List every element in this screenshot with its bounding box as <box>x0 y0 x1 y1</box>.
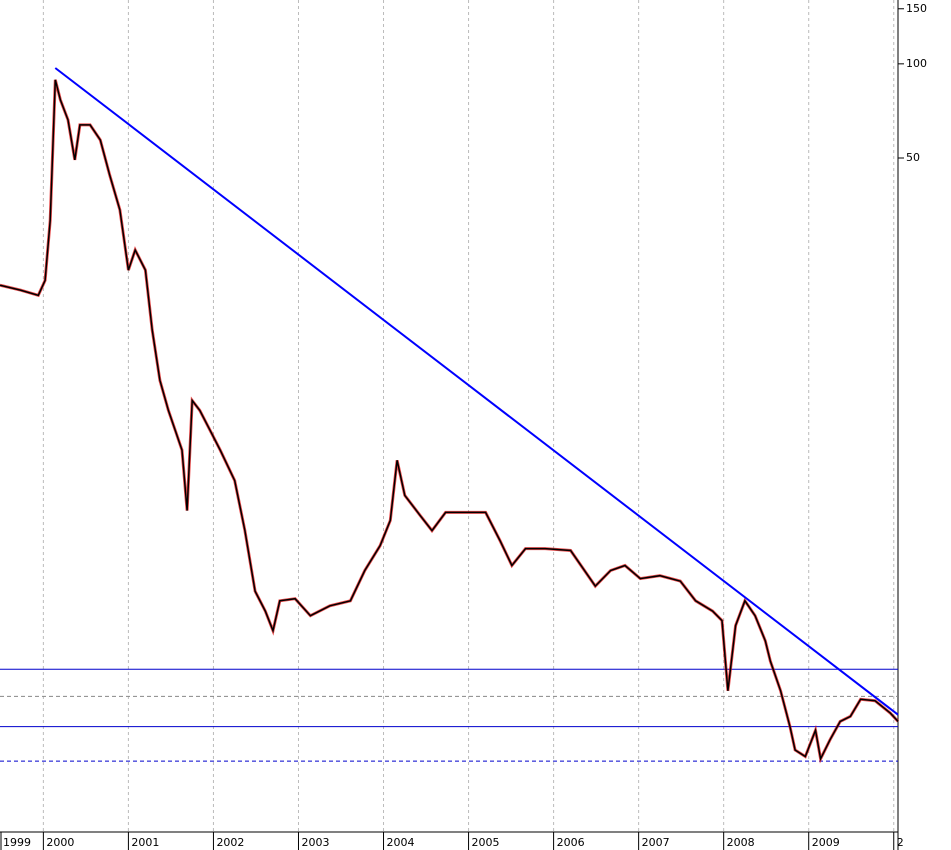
x-tick-label: 2004 <box>387 836 415 849</box>
x-tick-label: 1999 <box>3 836 31 849</box>
x-tick-label: 2003 <box>301 836 329 849</box>
x-tick-label: 2005 <box>472 836 500 849</box>
price-line-shadow <box>0 79 900 764</box>
x-tick-label: 2007 <box>642 836 670 849</box>
y-tick-label: 150 <box>906 2 927 15</box>
x-tick-label: 2 <box>897 836 904 849</box>
x-tick-label: 2009 <box>812 836 840 849</box>
x-tick-label: 2001 <box>131 836 159 849</box>
y-tick-label: 100 <box>906 57 927 70</box>
trend-line <box>54 67 899 716</box>
x-tick-label: 2002 <box>216 836 244 849</box>
x-tick-label: 2008 <box>727 836 755 849</box>
y-tick-label: 50 <box>906 151 920 164</box>
x-tick-label: 2000 <box>46 836 74 849</box>
price-line <box>0 79 899 762</box>
x-tick-label: 2006 <box>557 836 585 849</box>
